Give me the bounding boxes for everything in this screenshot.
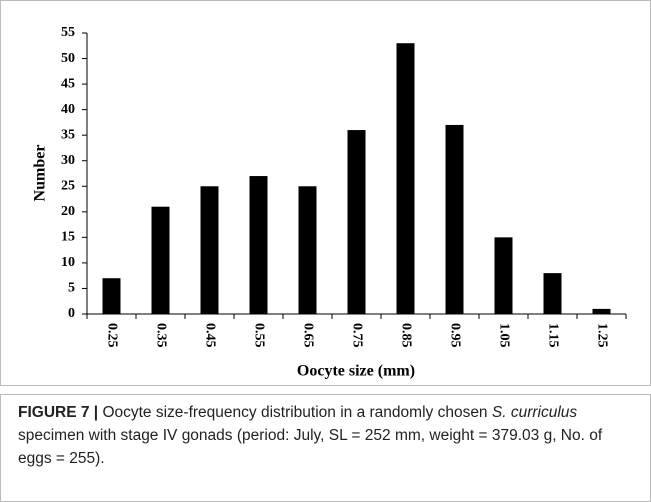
x-axis-title: Oocyte size (mm) [297, 363, 415, 380]
x-tick-label: 0.65 [300, 323, 315, 348]
y-tick-label: 10 [61, 255, 75, 270]
caption-text: Oocyte size-frequency distribution in a … [98, 404, 492, 421]
caption-label: FIGURE 7 | [18, 404, 99, 421]
caption-species: S. curriculus [491, 404, 578, 421]
x-tick-label: 0.75 [349, 323, 364, 348]
bar [494, 237, 513, 314]
bar [396, 43, 415, 315]
y-tick-label: 15 [61, 230, 75, 245]
x-tick-label: 0.25 [104, 323, 119, 348]
y-tick-label: 20 [61, 204, 75, 219]
bar [445, 124, 464, 314]
x-tick-label: 1.25 [594, 323, 609, 348]
x-tick-label: 1.15 [545, 323, 560, 348]
y-tick-label: 45 [61, 76, 75, 91]
bar [249, 176, 268, 314]
figure-caption: FIGURE 7 | Oocyte size-frequency distrib… [0, 394, 651, 502]
x-tick-label: 0.55 [251, 323, 266, 348]
y-tick-label: 55 [61, 25, 75, 40]
bar [592, 308, 611, 314]
bar [102, 278, 121, 314]
y-axis-title: Number [32, 145, 49, 202]
y-tick-label: 25 [61, 178, 75, 193]
bar [543, 273, 562, 314]
y-tick-label: 50 [61, 51, 75, 66]
chart-frame: Oocyte size (mm) Number 0 5 10 15 20 25 30 35 40… [0, 0, 651, 386]
y-tick-label: 30 [61, 153, 75, 168]
x-tick-label: 0.45 [202, 323, 217, 348]
bar [200, 186, 219, 314]
x-tick-label: 0.95 [447, 323, 462, 348]
caption-text: specimen with stage IV gonads (period: J… [18, 427, 603, 467]
bar [347, 130, 366, 314]
x-tick-label: 0.35 [153, 323, 168, 348]
x-tick-label: 1.05 [496, 323, 511, 348]
y-tick-label: 35 [61, 127, 75, 142]
chart: Oocyte size (mm) Number 0 5 10 15 20 25 30 35 40… [32, 25, 627, 380]
y-tick-label: 0 [68, 306, 75, 321]
bar [151, 206, 170, 314]
y-tick-label: 5 [68, 281, 75, 296]
bar [298, 186, 317, 314]
x-tick-label: 0.85 [398, 323, 413, 348]
y-tick-label: 40 [61, 102, 75, 117]
